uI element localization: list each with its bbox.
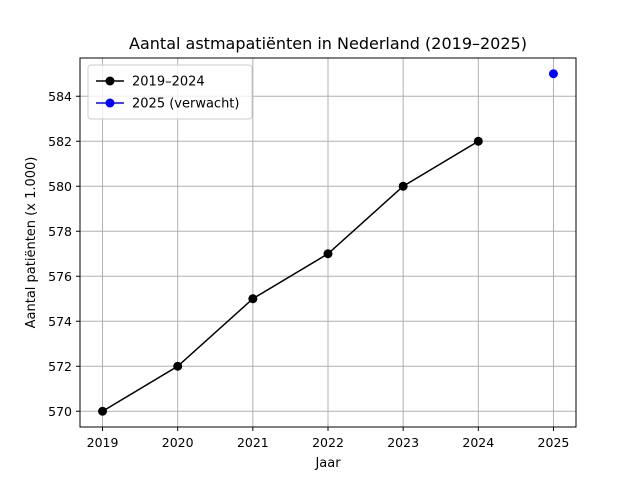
y-tick-label: 572 <box>48 359 72 374</box>
y-tick-label: 580 <box>48 179 72 194</box>
x-tick-label: 2023 <box>387 435 419 450</box>
y-tick-label: 576 <box>48 269 72 284</box>
legend-label: 2025 (verwacht) <box>132 97 239 112</box>
x-tick-label: 2025 <box>538 435 570 450</box>
series-line <box>102 140 479 412</box>
data-point <box>398 181 408 191</box>
data-point <box>473 136 483 146</box>
data-point <box>173 361 183 371</box>
series-layer <box>98 69 558 416</box>
y-tick-label: 578 <box>48 224 72 239</box>
y-tick-label: 582 <box>48 134 72 149</box>
data-point <box>323 249 333 259</box>
legend-marker <box>105 76 115 86</box>
x-tick-label: 2019 <box>87 435 119 450</box>
series-1 <box>98 136 483 416</box>
y-tick-label: 584 <box>48 89 72 104</box>
chart-title: Aantal astmapatiënten in Nederland (2019… <box>129 34 527 53</box>
y-axis-label: Aantal patiënten (x 1.000) <box>24 157 39 329</box>
data-point <box>548 69 558 79</box>
x-axis: 2019 2020 2021 2022 2023 2024 2025 <box>87 427 570 450</box>
data-point <box>248 294 258 304</box>
y-tick-label: 574 <box>48 314 72 329</box>
y-tick-label: 570 <box>48 404 72 419</box>
legend-item: 2025 (verwacht) <box>96 97 239 112</box>
legend-item: 2019–2024 <box>96 75 205 90</box>
grid <box>80 58 576 427</box>
data-point <box>98 406 108 416</box>
x-tick-label: 2020 <box>162 435 194 450</box>
x-tick-label: 2021 <box>237 435 269 450</box>
x-tick-label: 2024 <box>462 435 494 450</box>
legend-label: 2019–2024 <box>132 75 205 90</box>
legend-marker <box>105 98 115 108</box>
series-2 <box>548 69 558 79</box>
legend-box <box>87 64 253 120</box>
legend: 2019–2024 2025 (verwacht) <box>87 64 253 120</box>
y-axis: 570 572 574 576 578 580 582 584 <box>48 89 80 419</box>
x-axis-label: Jaar <box>314 456 341 471</box>
x-tick-label: 2022 <box>312 435 344 450</box>
